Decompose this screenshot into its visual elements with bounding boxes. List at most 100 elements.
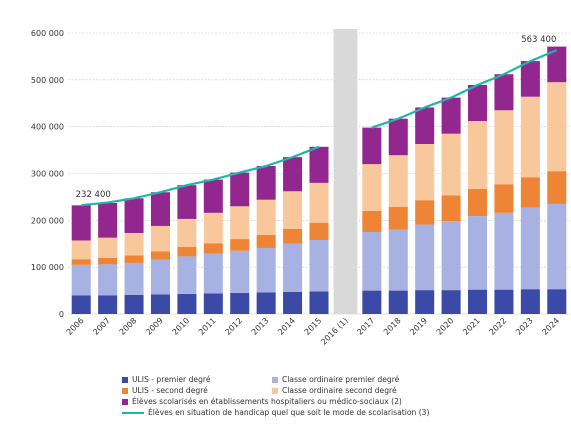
bar-segment (547, 289, 567, 314)
bar-segment (203, 212, 223, 244)
bar-segment (415, 107, 435, 144)
bar-segment (441, 221, 461, 291)
legend-label: ULIS - second degré (132, 386, 208, 395)
bar-segment (124, 294, 144, 314)
legend: ULIS - premier degré Classe ordinaire pr… (122, 374, 562, 418)
bar-segment (230, 206, 250, 240)
bar-segment (309, 146, 329, 183)
bar-segment (547, 82, 567, 172)
bar-segment (362, 127, 382, 165)
total-line-segment (371, 49, 558, 129)
bar-segment (388, 155, 408, 207)
bar-segment (256, 234, 276, 248)
total-line (81, 49, 558, 207)
annotation-label: 232 400 (76, 190, 111, 200)
y-tick-label: 200 000 (31, 216, 64, 225)
legend-swatch (272, 387, 278, 394)
bar-segment (415, 224, 435, 291)
x-tick-label: 2018 (382, 316, 403, 337)
bar-segment (177, 256, 197, 294)
bar-segment (98, 295, 118, 314)
bar-segment (177, 247, 197, 257)
bar-segment (468, 188, 488, 217)
bar-segment (415, 290, 435, 314)
bar-segment (441, 290, 461, 314)
bar-segment (230, 172, 250, 207)
bar-segment (309, 240, 329, 292)
bar-segment (283, 228, 303, 244)
bar-segment (256, 199, 276, 235)
bar-segment (309, 182, 329, 223)
x-tick-label: 2017 (355, 316, 376, 337)
x-tick-label: 2015 (303, 316, 324, 337)
x-tick-label: 2016 (1) (319, 316, 350, 347)
gap-band (333, 29, 358, 314)
bar-segment (203, 293, 223, 314)
x-tick-label: 2009 (144, 316, 165, 337)
x-tick-label: 2010 (171, 316, 192, 337)
legend-label: Classe ordinaire second degré (282, 386, 397, 395)
x-tick-label: 2014 (276, 316, 297, 337)
y-tick-label: 100 000 (31, 263, 64, 272)
bar-segment (177, 293, 197, 314)
y-tick-label: 300 000 (31, 170, 64, 179)
bar-segment (415, 200, 435, 225)
bar-segment (230, 250, 250, 293)
legend-line-swatch (122, 411, 144, 414)
bar-segment (71, 295, 91, 314)
bar-segment (71, 264, 91, 296)
legend-swatch (122, 398, 128, 405)
bar-segment (203, 243, 223, 254)
y-axis: 0 100 000 200 000 300 000 400 000 500 000 600 … (31, 29, 64, 319)
x-tick-label: 2019 (408, 316, 429, 337)
bar-segment (150, 225, 170, 252)
x-tick-label: 2006 (65, 316, 86, 337)
legend-item-classe-second: Classe ordinaire second degré (272, 385, 397, 396)
bar-segment (520, 96, 540, 178)
bar-segment (150, 294, 170, 314)
bar-segment (124, 255, 144, 263)
bar-segment (520, 177, 540, 208)
bar-segment (283, 191, 303, 229)
bar-segment (98, 257, 118, 265)
bar-segment (98, 264, 118, 296)
bar-segment (494, 289, 514, 314)
bar-segment (494, 184, 514, 213)
legend-item-classe-premier: Classe ordinaire premier degré (272, 374, 399, 385)
bar-segment (256, 166, 276, 200)
bar-segment (256, 247, 276, 293)
x-tick-label: 2012 (223, 316, 244, 337)
bar-segment (441, 133, 461, 196)
bar-segment (468, 289, 488, 314)
bar-segment (468, 216, 488, 290)
legend-item-ulis-premier: ULIS - premier degré (122, 374, 272, 385)
bar-segment (468, 121, 488, 189)
bar-segment (71, 240, 91, 260)
bar-segment (150, 251, 170, 260)
bar-segment (494, 110, 514, 185)
bar-segment (547, 171, 567, 204)
x-tick-label: 2008 (118, 316, 139, 337)
legend-row-3: Élèves scolarisés en établissements hosp… (122, 396, 562, 407)
bar-segment (388, 290, 408, 314)
bar-segment (547, 46, 567, 83)
bar-segment (124, 198, 144, 233)
x-tick-label: 2022 (488, 316, 509, 337)
bar-segment (150, 192, 170, 226)
bar-segment (150, 259, 170, 295)
total-line-segment (81, 145, 320, 207)
bar-segment (283, 291, 303, 314)
legend-row-2: ULIS - second degré Classe ordinaire sec… (122, 385, 562, 396)
gap-band-rect (333, 29, 358, 314)
legend-label: Classe ordinaire premier degré (282, 375, 400, 384)
legend-item-total-line: Élèves en situation de handicap quel que… (122, 407, 429, 418)
bars (71, 46, 567, 314)
annotation-label: 563 400 (521, 35, 556, 45)
legend-label: Élèves en situation de handicap quel que… (148, 408, 430, 417)
bar-segment (71, 259, 91, 265)
bar-segment (71, 205, 91, 241)
bar-segment (362, 164, 382, 211)
bar-segment (309, 291, 329, 314)
bar-segment (494, 74, 514, 111)
